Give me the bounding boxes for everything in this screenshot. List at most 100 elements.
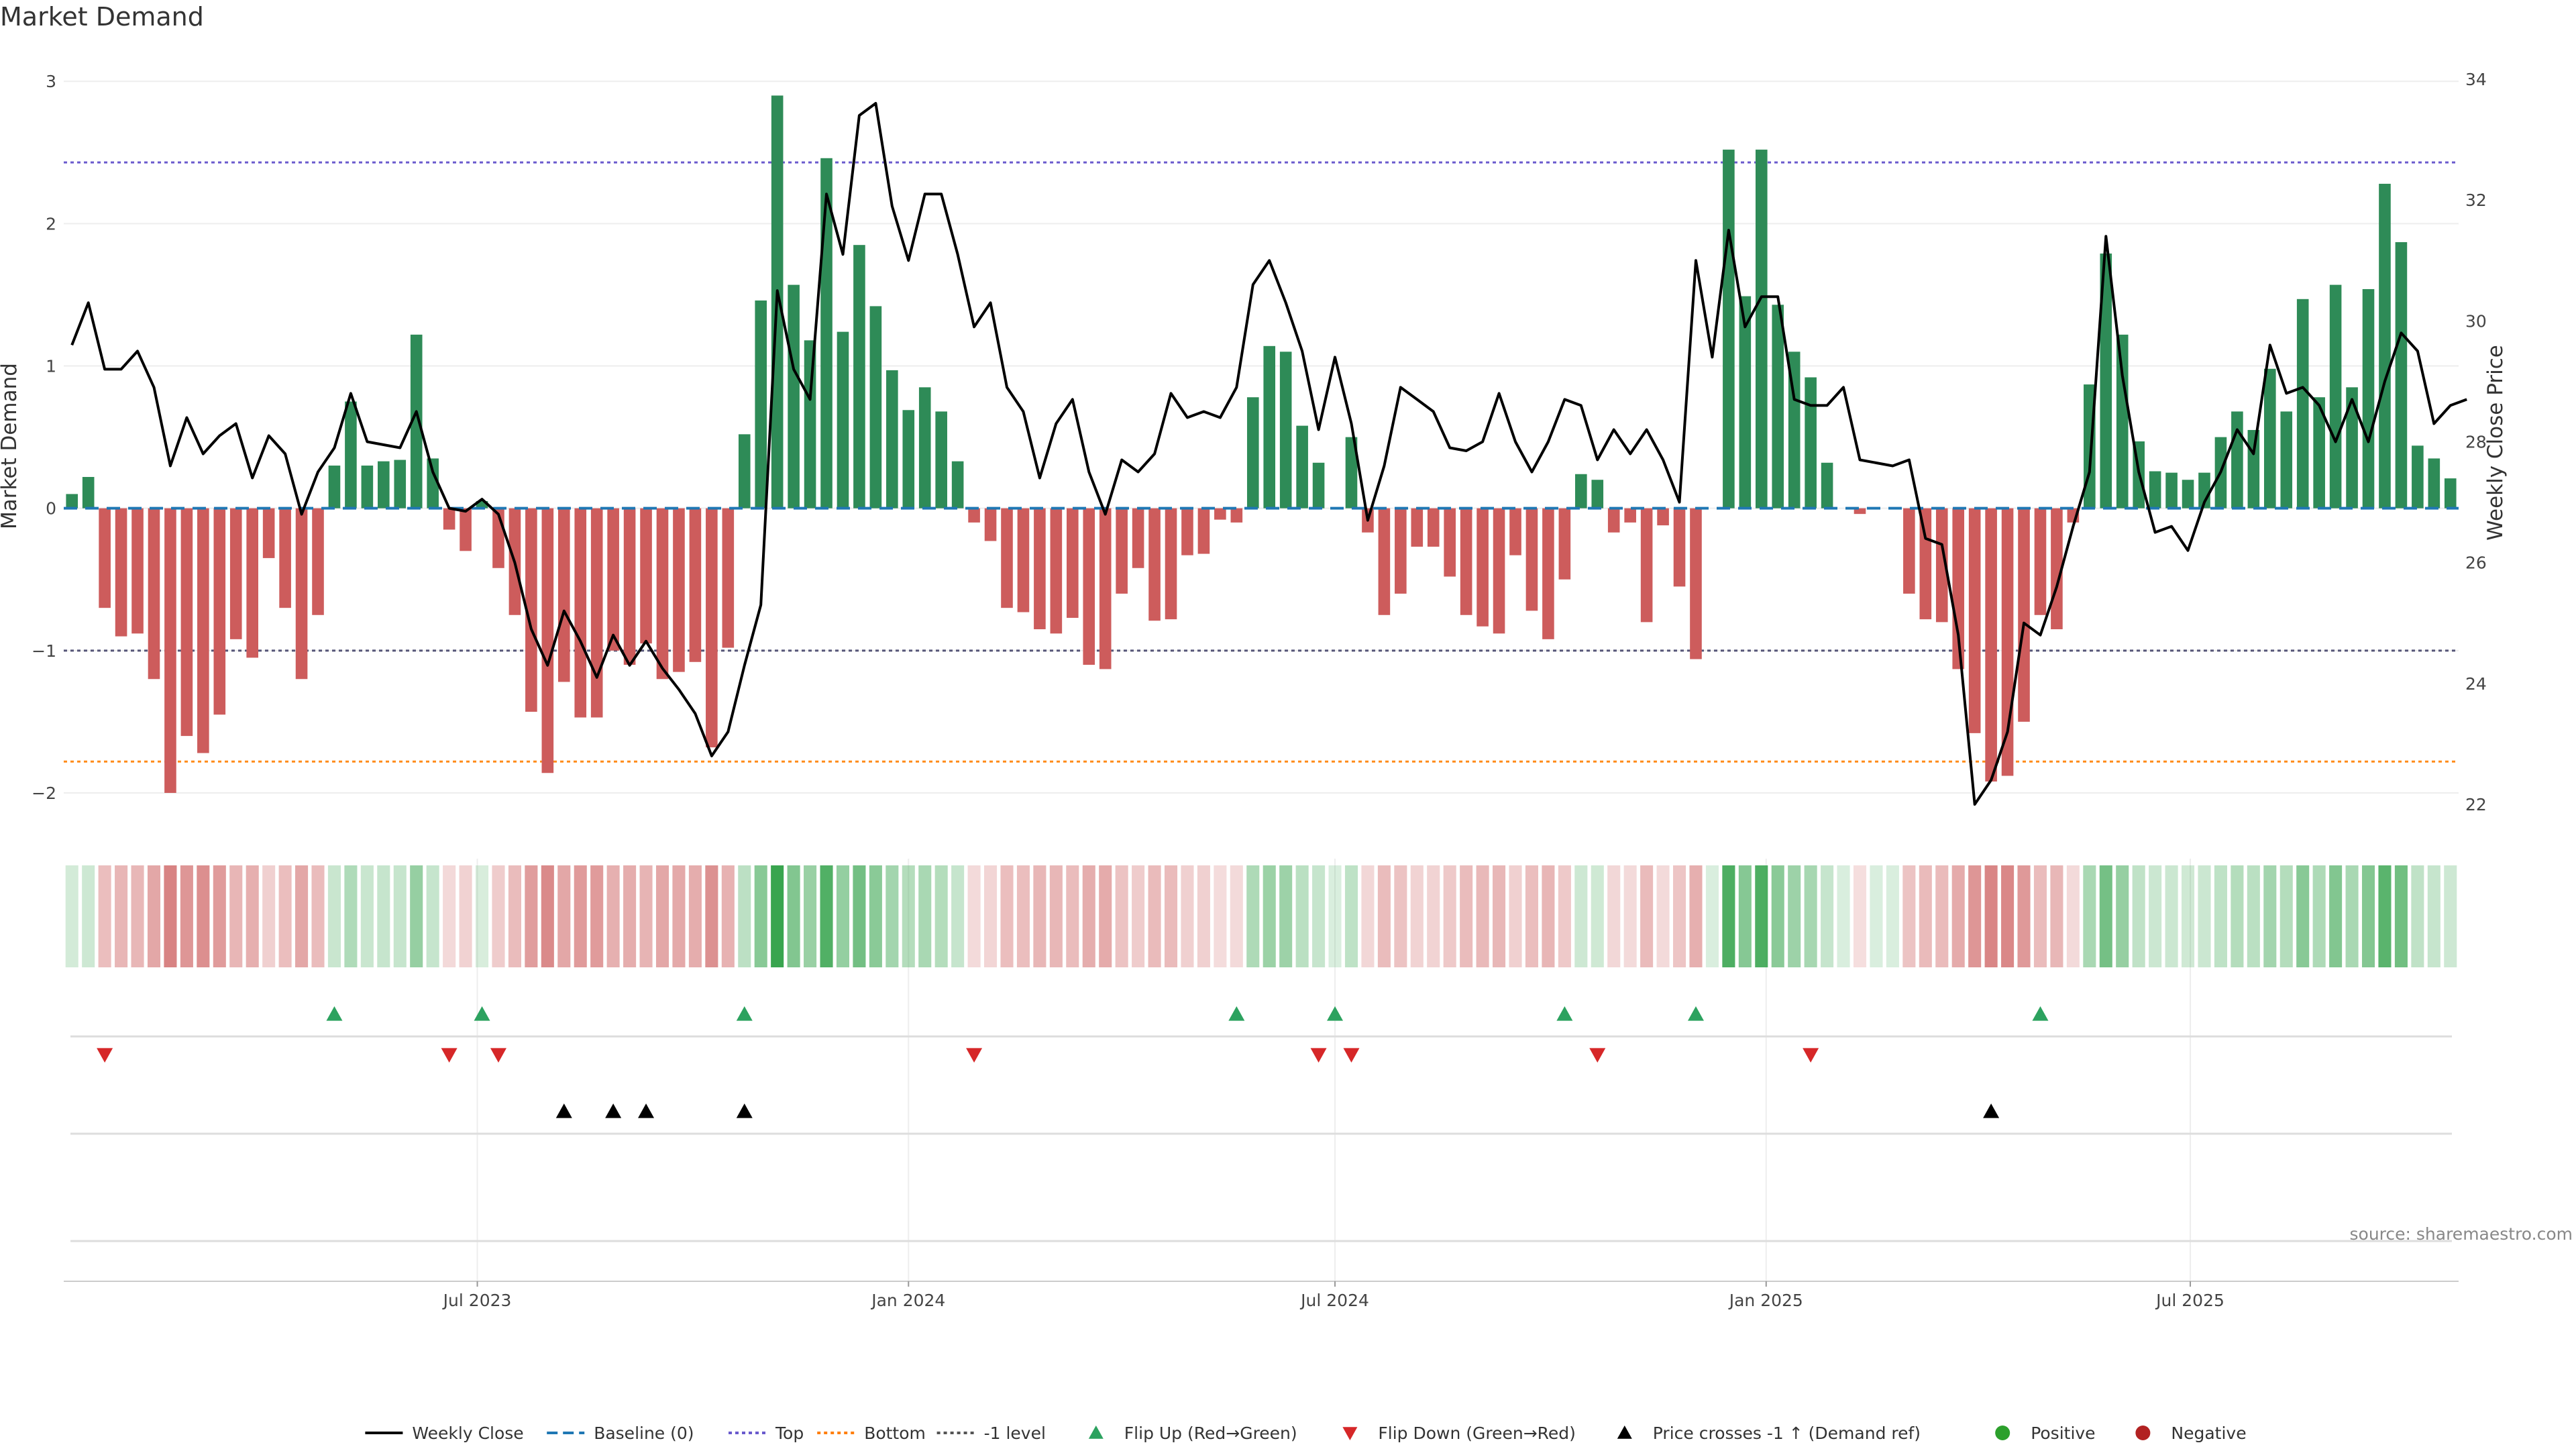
heat-cell [2017, 865, 2031, 967]
demand-bar [115, 508, 127, 637]
demand-bar [1197, 508, 1210, 554]
y-tick-label: 2 [46, 214, 56, 233]
heat-cell [492, 865, 505, 967]
price-cross-marker [638, 1104, 655, 1118]
heat-cell [1804, 865, 1817, 967]
demand-bar [345, 401, 357, 508]
heat-cell [1935, 865, 1949, 967]
legend-item: Flip Up (Red→Green) [1088, 1424, 1297, 1443]
demand-bar [706, 508, 718, 748]
heat-cell [934, 865, 948, 967]
heat-cell [754, 865, 767, 967]
demand-bar [1558, 508, 1571, 580]
demand-bar [1591, 480, 1604, 508]
demand-bar [2149, 471, 2161, 508]
flip-up-marker [474, 1006, 490, 1021]
heat-cell [787, 865, 800, 967]
heat-cell [2312, 865, 2326, 967]
heat-cell [1279, 865, 1293, 967]
heat-cell [1344, 865, 1358, 967]
demand-bar [1607, 508, 1620, 533]
heat-cell [1525, 865, 1538, 967]
heat-cell [377, 865, 390, 967]
demand-bar [1935, 508, 1948, 623]
heat-cell [115, 865, 128, 967]
price-cross-marker [736, 1104, 753, 1118]
demand-bar [2296, 299, 2309, 508]
y2-tick-label: 24 [2465, 674, 2487, 694]
price-line-group [70, 102, 2467, 806]
demand-bar [1805, 377, 1817, 508]
demand-bar [1952, 508, 1965, 669]
demand-bar [1263, 345, 1276, 508]
heat-cell [1870, 865, 1883, 967]
y-tick-label: −1 [32, 641, 56, 661]
demand-bar [1050, 508, 1063, 634]
demand-bar [197, 508, 209, 753]
demand-bar [2329, 284, 2342, 508]
demand-bar [656, 508, 669, 680]
flip-down-marker [1803, 1048, 1819, 1063]
demand-bar [229, 508, 242, 639]
demand-bar [1345, 437, 1358, 508]
heat-cell [574, 865, 587, 967]
heat-cell [443, 865, 456, 967]
demand-bar [1296, 425, 1308, 508]
heat-cell [2345, 865, 2359, 967]
heat-cell [1738, 865, 1752, 967]
demand-bar [279, 508, 291, 608]
demand-bar [148, 508, 160, 680]
demand-bar [66, 494, 78, 508]
heat-cell [1771, 865, 1784, 967]
y2-tick-label: 30 [2465, 311, 2487, 331]
heat-cell [1640, 865, 1654, 967]
heat-cell [541, 865, 554, 967]
event-markers [97, 1006, 2049, 1118]
heat-cell [1574, 865, 1588, 967]
heat-cell [65, 865, 78, 967]
heat-cell [2247, 865, 2260, 967]
demand-bar [935, 411, 947, 508]
heat-cell [213, 865, 226, 967]
demand-bar [1985, 508, 1997, 782]
flip-down-marker [97, 1048, 113, 1063]
heat-cell [1214, 865, 1227, 967]
demand-bar [460, 508, 472, 551]
source-text: source: sharemaestro.com [2350, 1224, 2573, 1244]
heat-cell [311, 865, 325, 967]
demand-bar [1739, 296, 1752, 508]
demand-bar [2182, 480, 2194, 508]
flip-up-marker [1327, 1006, 1344, 1021]
heat-cell [2050, 865, 2063, 967]
heat-cell [1312, 865, 1326, 967]
heat-cell [2279, 865, 2293, 967]
demand-bar [869, 306, 882, 508]
demand-bar [689, 508, 702, 662]
demand-bar [722, 508, 735, 648]
heat-cell [426, 865, 439, 967]
heat-cell [1049, 865, 1063, 967]
demand-bar [2263, 368, 2276, 508]
demand-bar [2116, 334, 2129, 508]
heat-cell [804, 865, 817, 967]
demand-bar [1214, 508, 1226, 520]
heat-cell [1115, 865, 1128, 967]
demand-bar [984, 508, 997, 541]
legend-item: Weekly Close [365, 1424, 524, 1443]
demand-bar [788, 284, 800, 508]
heat-cell [2214, 865, 2227, 967]
heat-cell [705, 865, 718, 967]
heat-cell [2132, 865, 2145, 967]
heat-cell [902, 865, 915, 967]
heat-cell [1951, 865, 1965, 967]
y2-tick-label: 26 [2465, 553, 2487, 573]
demand-bar [1083, 508, 1095, 665]
demand-bar [1279, 352, 1292, 508]
legend-label: Price crosses -1 ↑ (Demand ref) [1653, 1424, 1921, 1443]
demand-bar [1903, 508, 1915, 594]
demand-bar [1525, 508, 1538, 611]
heat-cell [1853, 865, 1867, 967]
demand-bar [1312, 462, 1325, 508]
heat-cell [590, 865, 604, 967]
heat-cell [229, 865, 243, 967]
